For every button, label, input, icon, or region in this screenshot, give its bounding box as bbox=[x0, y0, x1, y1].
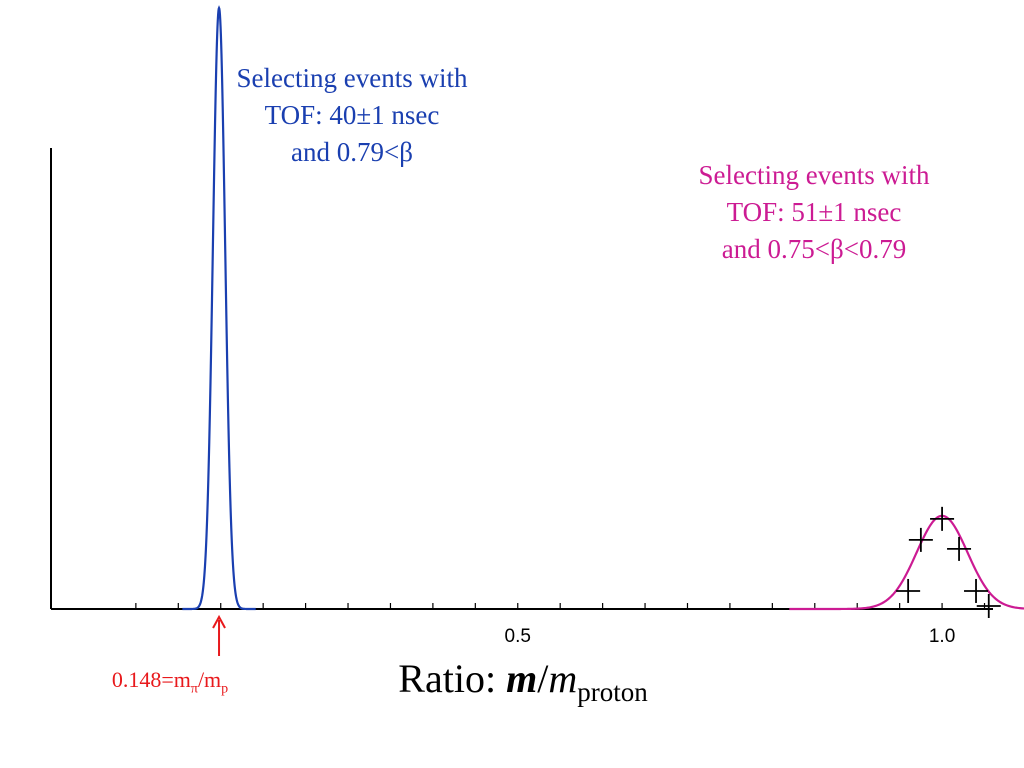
data-point-cross bbox=[964, 578, 989, 603]
x-tick-label: 0.5 bbox=[505, 626, 531, 647]
pion-mass-ratio-label: 0.148=mπ/mp bbox=[112, 667, 228, 697]
x-axis-label-m1: m bbox=[506, 656, 538, 701]
annotation-blue-line-2: TOF: 40±1 nsec bbox=[264, 100, 440, 130]
x-axis-label-sub: proton bbox=[577, 677, 648, 707]
annotation-blue-line-3: and 0.79<β bbox=[291, 137, 413, 167]
pion-label-sub-pi: π bbox=[190, 681, 198, 697]
data-point-cross bbox=[896, 578, 921, 603]
data-point-cross bbox=[976, 593, 1001, 618]
annotation-magenta-line-3: and 0.75<β<0.79 bbox=[721, 234, 907, 264]
data-point-cross bbox=[947, 536, 972, 561]
annotation-blue-line-1: Selecting events with bbox=[236, 63, 468, 93]
x-axis-label-prefix: Ratio: bbox=[398, 656, 507, 701]
annotation-magenta-line-1: Selecting events with bbox=[698, 160, 930, 190]
annotation-magenta-line-2: TOF: 51±1 nsec bbox=[726, 197, 902, 227]
x-tick-label: 1.0 bbox=[929, 626, 955, 647]
pion-label-sub-p: p bbox=[221, 681, 229, 697]
x-axis-label-m2: m bbox=[548, 656, 578, 701]
data-points bbox=[896, 506, 1001, 618]
data-point-cross bbox=[908, 527, 933, 552]
x-ticks bbox=[135, 603, 986, 609]
pion-label-slash: /m bbox=[197, 667, 222, 692]
annotation-magenta: Selecting events with TOF: 51±1 nsec and… bbox=[699, 157, 930, 268]
series-pion-curve bbox=[182, 5, 256, 611]
x-tick-labels: 0.5 1.0 bbox=[505, 626, 956, 647]
annotation-blue: Selecting events with TOF: 40±1 nsec and… bbox=[237, 60, 468, 171]
pion-arrow-head bbox=[212, 614, 226, 629]
data-point-cross bbox=[930, 506, 955, 531]
x-axis-label-slash: / bbox=[537, 656, 549, 701]
pion-label-prefix: 0.148=m bbox=[111, 667, 191, 692]
pion-marker bbox=[212, 614, 226, 656]
x-axis-label: Ratio: m/mproton bbox=[398, 655, 647, 708]
